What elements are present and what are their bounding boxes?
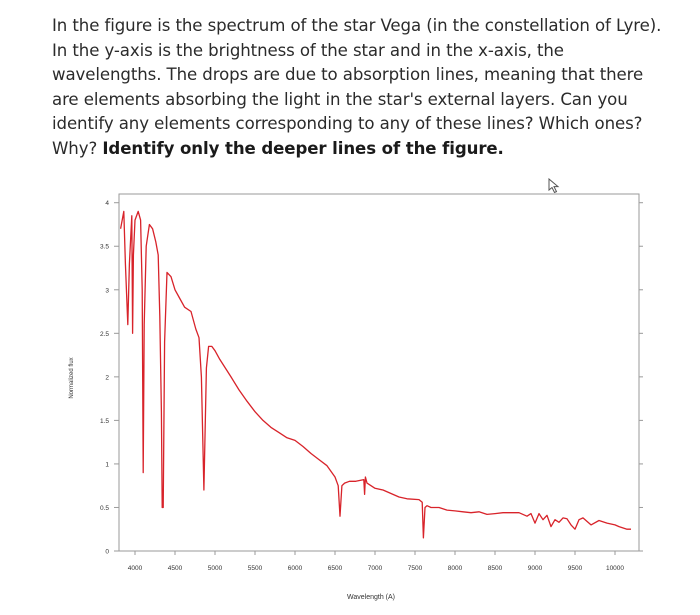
y-tick-label: 2.5	[100, 331, 109, 338]
x-tick-label: 6500	[328, 565, 343, 572]
x-tick-label: 8000	[448, 565, 463, 572]
x-tick-label: 7500	[408, 565, 423, 572]
x-tick-label: 5500	[248, 565, 263, 572]
y-tick-label: 3.5	[100, 244, 109, 251]
x-tick-label: 4500	[168, 565, 183, 572]
x-tick-label: 6000	[288, 565, 303, 572]
y-tick-label: 4	[105, 200, 109, 207]
x-tick-label: 9000	[528, 565, 543, 572]
y-tick-label: 3	[105, 287, 109, 294]
question-body: In the figure is the spectrum of the sta…	[52, 16, 662, 158]
x-tick-label: 9500	[568, 565, 583, 572]
y-axis-label: Normalized flux	[69, 357, 75, 398]
y-tick-label: 0.5	[100, 505, 109, 512]
x-tick-label: 7000	[368, 565, 383, 572]
y-tick-label: 1.5	[100, 418, 109, 425]
x-tick-label: 5000	[208, 565, 223, 572]
y-tick-label: 1	[105, 461, 109, 468]
x-tick-label: 10000	[606, 565, 624, 572]
question-emphasis: Identify only the deeper lines of the fi…	[102, 138, 504, 158]
x-tick-label: 8500	[488, 565, 503, 572]
mouse-cursor-icon	[548, 177, 562, 199]
y-axis-ticks: 0 0.5 1 1.5 2 2.5 3 3.5 4	[100, 200, 643, 556]
question-text: In the figure is the spectrum of the sta…	[52, 14, 664, 161]
y-tick-label: 0	[105, 549, 109, 556]
y-tick-label: 2	[105, 374, 109, 381]
spectrum-line	[119, 210, 631, 539]
x-tick-label: 4000	[128, 565, 143, 572]
x-axis-label: Wavelength (A)	[347, 594, 395, 601]
plot-frame	[118, 193, 640, 552]
x-axis-ticks: 4000 4500 5000 5500 6000 6500 7000 7500 8000 8500…	[128, 551, 624, 572]
